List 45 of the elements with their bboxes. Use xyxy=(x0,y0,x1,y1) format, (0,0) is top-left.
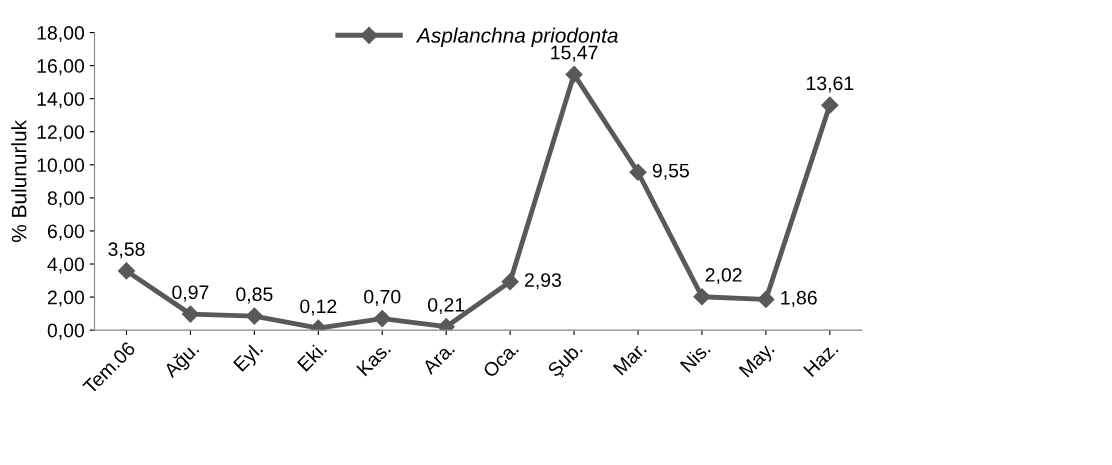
point xyxy=(501,273,519,291)
point xyxy=(821,96,839,114)
y-tick-label: 0,00 xyxy=(47,323,85,340)
point xyxy=(117,262,136,280)
data-label: 15,47 xyxy=(551,45,598,62)
y-tick-label: 16,00 xyxy=(37,59,85,76)
data-label: 2,93 xyxy=(525,273,562,290)
y-tick-label: 2,00 xyxy=(47,290,85,307)
x-tick-label: Eki. xyxy=(296,341,328,372)
x-tick-label: Kas. xyxy=(356,341,392,377)
point xyxy=(373,310,391,328)
y-tick-label: 12,00 xyxy=(37,125,85,142)
x-tick-label: Ara. xyxy=(421,341,456,376)
x-tick-label: Nis. xyxy=(679,341,711,373)
x-tick-label: Oca. xyxy=(482,341,519,379)
point xyxy=(565,65,583,83)
point xyxy=(181,305,199,323)
x-tick-label: Haz. xyxy=(803,341,839,378)
y-tick-label: 14,00 xyxy=(37,92,85,109)
point xyxy=(245,307,263,325)
data-label: 2,02 xyxy=(705,268,742,285)
x-tick-label: Mar. xyxy=(612,341,647,376)
data-label: 0,97 xyxy=(172,285,209,302)
y-axis-title: % Bulunurluk xyxy=(11,119,27,242)
data-label: 9,55 xyxy=(652,163,689,180)
y-tick-label: 10,00 xyxy=(37,158,85,175)
y-tick-label: 6,00 xyxy=(47,224,85,241)
y-tick-label: 8,00 xyxy=(47,191,85,208)
data-label: 1,86 xyxy=(781,290,817,307)
point xyxy=(629,163,647,181)
y-tick-label: 18,00 xyxy=(37,26,85,43)
y-tick-label: 4,00 xyxy=(47,257,85,274)
legend-label: Asplanchna priodonta xyxy=(415,27,618,47)
data-label: 13,61 xyxy=(806,76,854,93)
x-tick-label: Eyl. xyxy=(232,341,266,375)
data-label: 0,70 xyxy=(364,289,401,306)
point xyxy=(757,290,775,308)
data-label: 0,85 xyxy=(236,287,273,304)
x-tick-label: Şub. xyxy=(546,341,586,381)
x-tick-label: Ağu. xyxy=(162,341,203,382)
data-label: 3,58 xyxy=(108,242,145,259)
x-tick-label: May. xyxy=(738,341,778,381)
point xyxy=(693,288,711,306)
data-label: 0,21 xyxy=(428,297,465,315)
data-label: 0,12 xyxy=(300,299,337,316)
